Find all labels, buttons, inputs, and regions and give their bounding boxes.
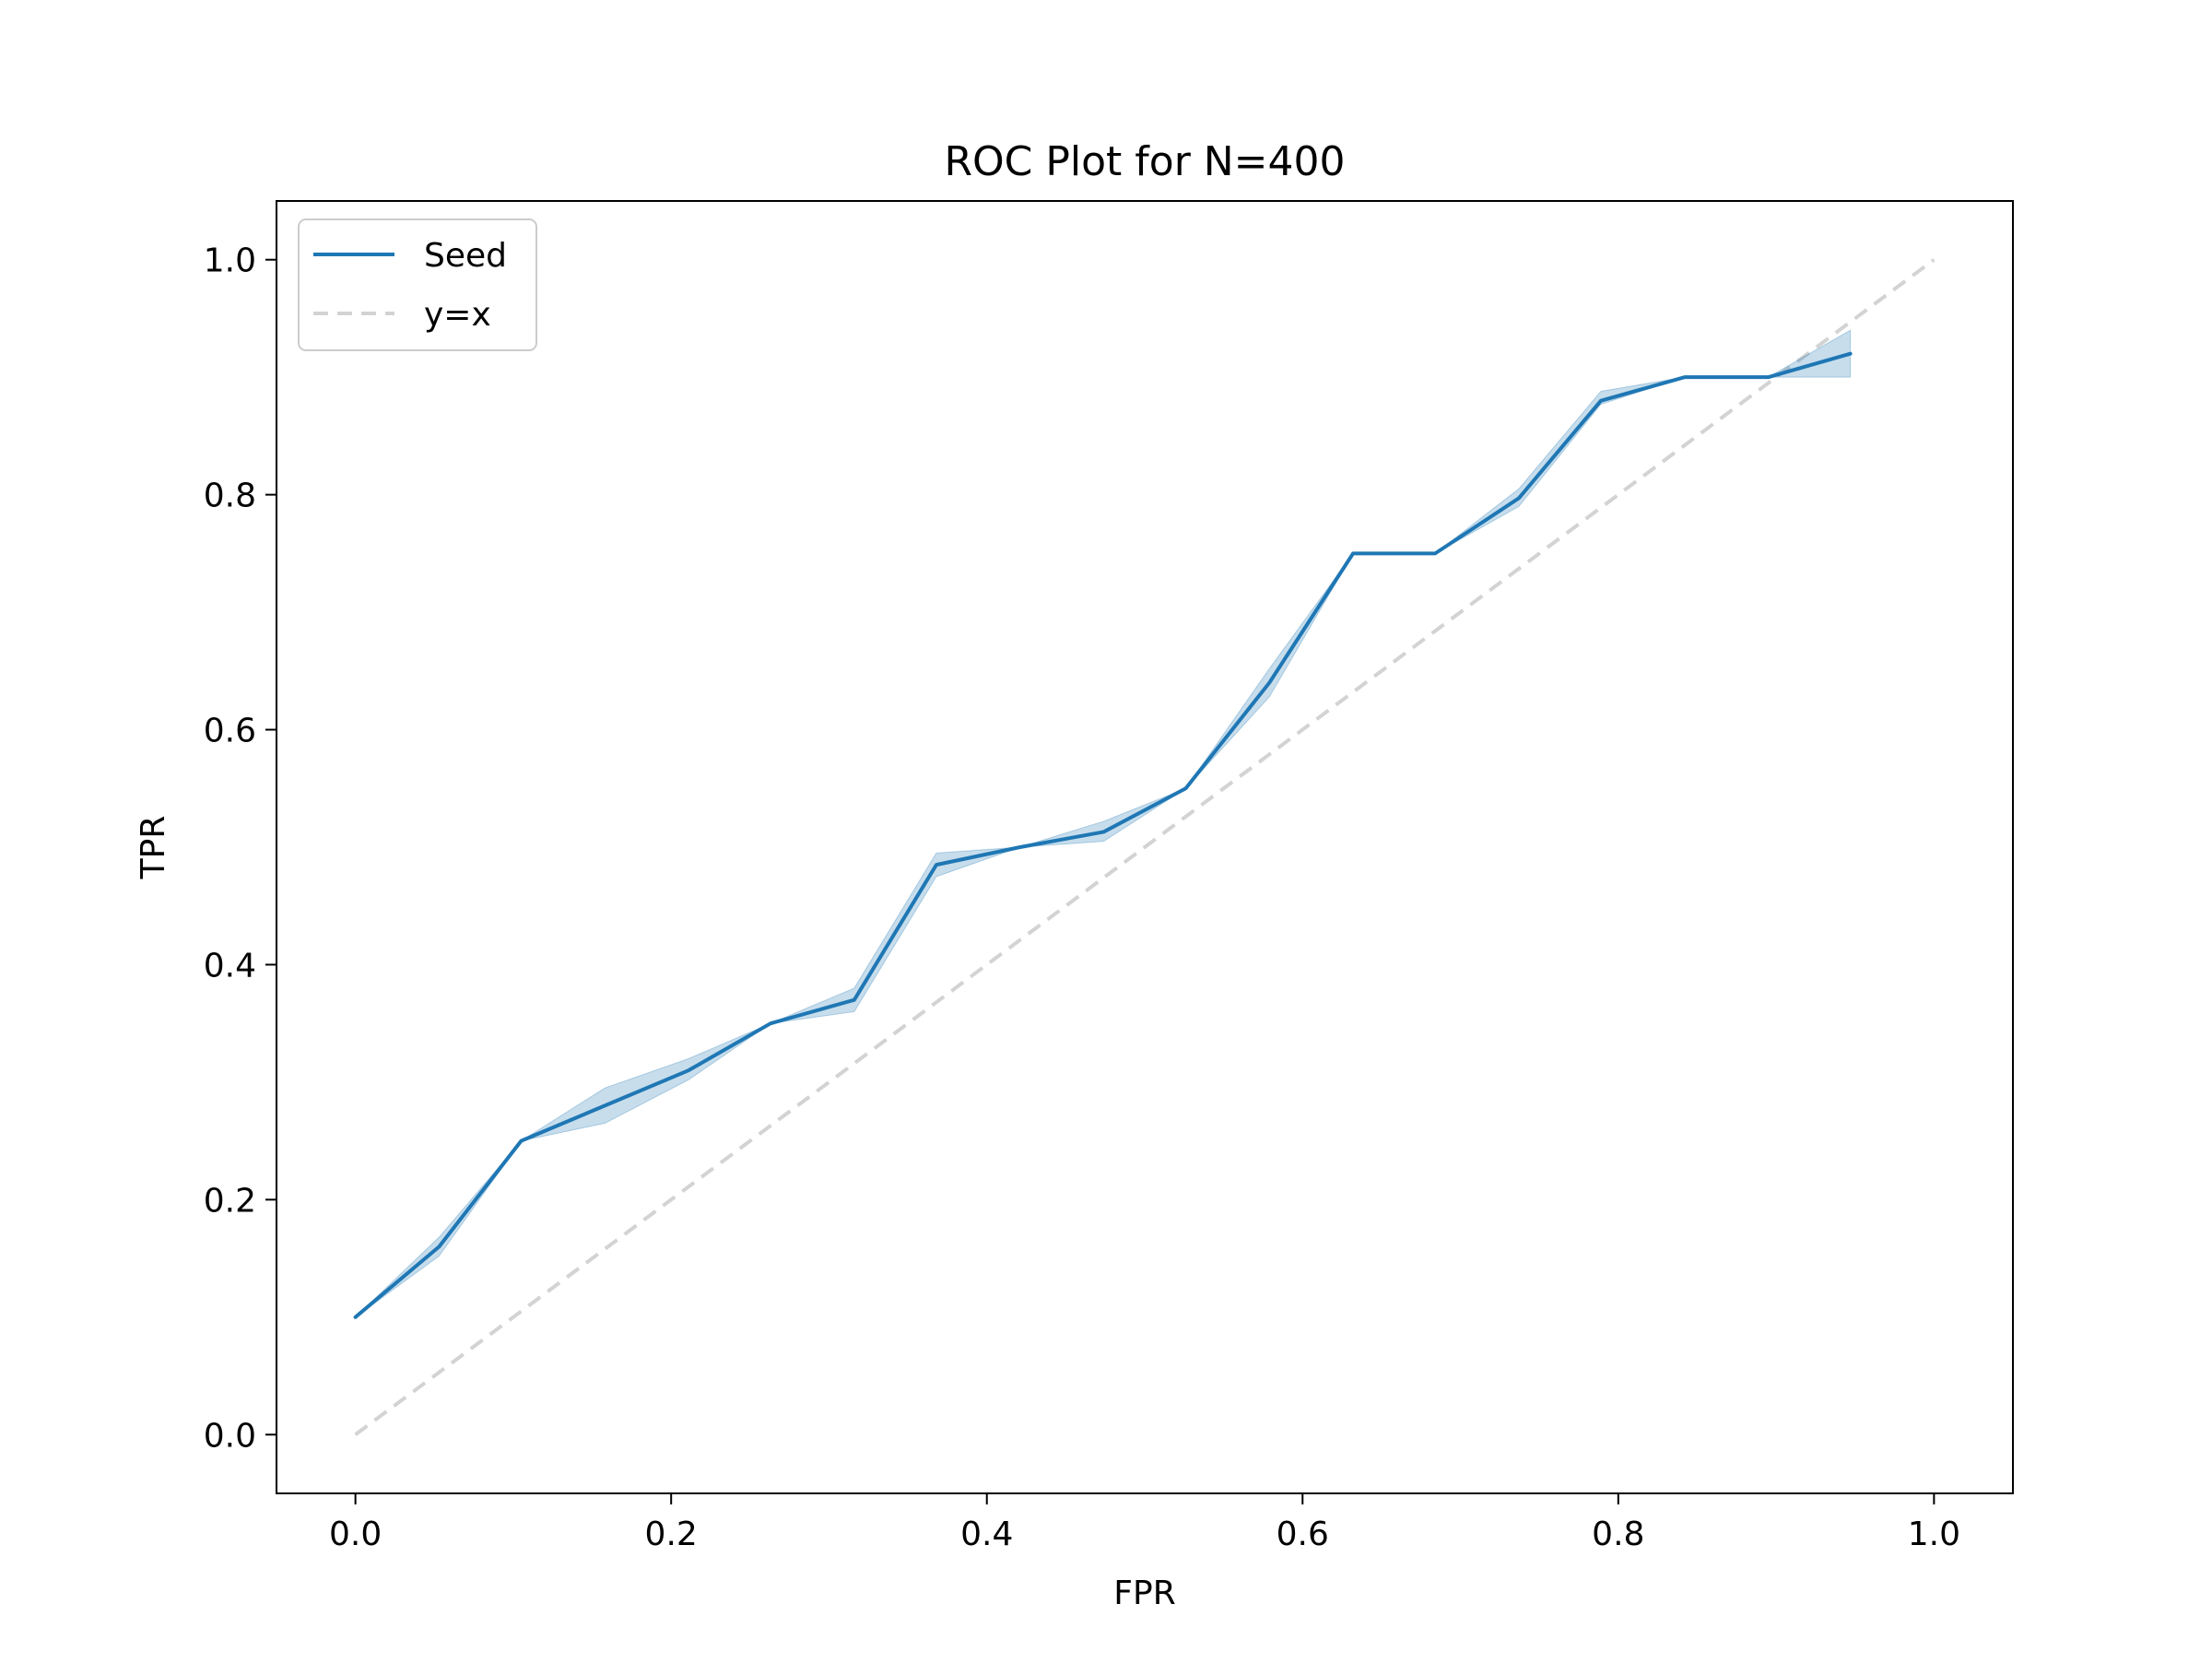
axis-ticks: 0.0 0.2 0.4 0.6 0.8 1.0 0.0 0.2 0.4 0.6 0.8 1.0 [204, 242, 1960, 1553]
y-axis-label: TPR [135, 816, 172, 880]
legend-label-reference: y=x [424, 296, 491, 334]
x-tick-label: 0.6 [1277, 1516, 1329, 1553]
series-line-reference [354, 258, 1936, 1436]
x-tick-label: 0.2 [645, 1516, 698, 1553]
axes-frame [276, 200, 2014, 1494]
series-line-seed [353, 351, 1853, 1319]
x-tick-label: 1.0 [1908, 1516, 1960, 1553]
legend-box [298, 218, 537, 351]
y-tick-label: 0.8 [204, 478, 256, 515]
y-tick-label: 0.4 [204, 947, 256, 985]
x-tick-label: 0.4 [960, 1516, 1013, 1553]
y-tick-label: 0.2 [204, 1182, 256, 1220]
y-tick-label: 1.0 [204, 242, 256, 280]
legend: Seed y=x [298, 218, 537, 351]
x-tick-label: 0.8 [1592, 1516, 1644, 1553]
x-axis-label: FPR [1113, 1575, 1175, 1612]
chart-title: ROC Plot for N=400 [944, 138, 1345, 185]
x-tick-label: 0.0 [329, 1516, 382, 1553]
y-tick-label: 0.0 [204, 1417, 256, 1455]
plot-area [353, 258, 1936, 1436]
legend-label-seed: Seed [424, 237, 507, 275]
y-tick-label: 0.6 [204, 713, 256, 750]
